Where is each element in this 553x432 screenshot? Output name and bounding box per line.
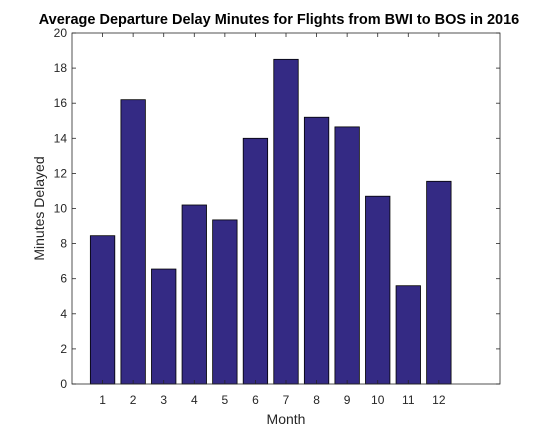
y-tick-label: 14	[54, 131, 68, 145]
bar-month-10	[365, 195, 391, 385]
bar-month-2	[120, 99, 146, 385]
y-tick-label: 18	[54, 61, 68, 75]
x-tick-label: 7	[283, 393, 290, 407]
bar-month-1	[89, 235, 116, 385]
y-tick-label: 10	[54, 202, 68, 216]
x-tick-label: 11	[402, 393, 415, 407]
y-tick-label: 4	[60, 307, 67, 321]
y-tick-label: 6	[60, 272, 67, 286]
chart-title: Average Departure Delay Minutes for Flig…	[39, 12, 519, 28]
x-tick-label: 5	[222, 393, 229, 407]
y-tick-label: 2	[60, 342, 67, 356]
x-tick-label: 4	[191, 393, 198, 407]
x-tick-label: 10	[371, 393, 385, 407]
y-tick-label: 8	[60, 237, 67, 251]
x-tick-label: 2	[130, 393, 137, 407]
bar-month-3	[151, 268, 177, 385]
x-tick-label: 9	[344, 393, 351, 407]
bar-month-6	[242, 137, 269, 385]
y-tick-label: 16	[54, 96, 68, 110]
x-tick-label: 12	[432, 393, 446, 407]
y-tick-label: 12	[54, 166, 68, 180]
bar-month-9	[334, 126, 360, 385]
y-axis: 0 2 4 6 8 10 12 14 16 18 20	[54, 26, 500, 391]
y-axis-label: Minutes Delayed	[31, 156, 47, 260]
x-tick-label: 3	[160, 393, 167, 407]
bar-month-11	[395, 285, 421, 385]
x-axis-label: Month	[267, 411, 306, 427]
x-axis: 1 2 3 4 5 6 7 8 9 10 11 12	[99, 33, 446, 407]
bar-month-4	[181, 204, 207, 385]
bar-month-5	[212, 219, 238, 385]
bars-group	[89, 58, 452, 385]
x-tick-label: 8	[313, 393, 320, 407]
bar-month-8	[303, 116, 330, 385]
y-tick-label: 20	[54, 26, 68, 40]
x-tick-label: 6	[252, 393, 259, 407]
x-tick-label: 1	[99, 393, 106, 407]
y-tick-label: 0	[60, 377, 67, 391]
bar-month-12	[426, 180, 452, 385]
bar-month-7	[273, 58, 299, 385]
